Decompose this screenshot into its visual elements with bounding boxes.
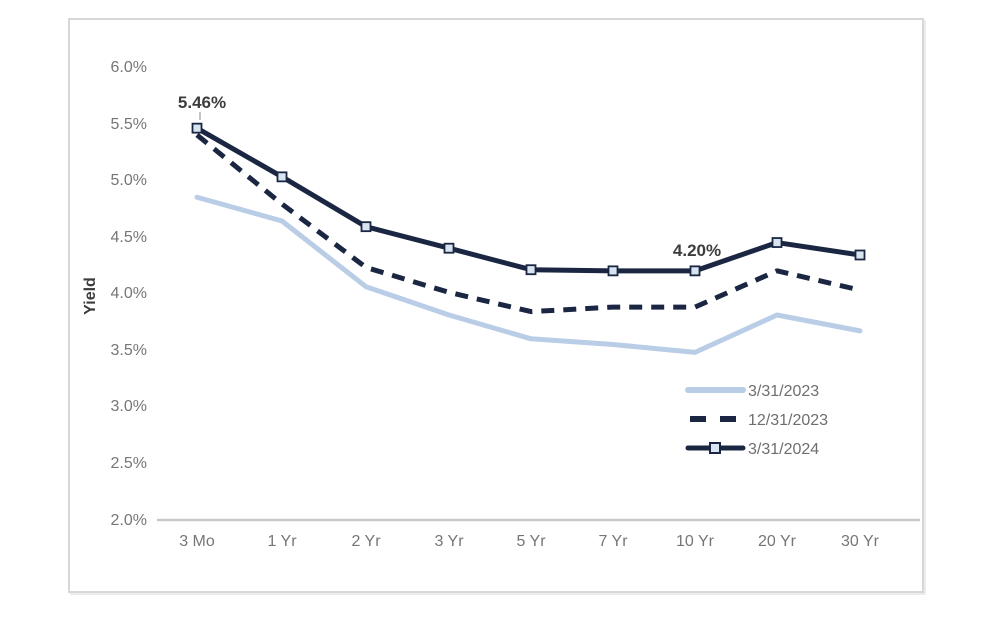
y-axis-title: Yield: [82, 277, 99, 315]
x-tick-label: 30 Yr: [841, 533, 880, 550]
legend: 3/31/2023 12/31/2023 3/31/2024: [685, 383, 828, 458]
y-tick-label: 6.0%: [111, 59, 147, 76]
data-point-marker: [443, 242, 455, 254]
x-tick-label: 2 Yr: [351, 533, 381, 550]
y-tick-label: 4.0%: [111, 285, 147, 302]
legend-label-2024: 3/31/2024: [748, 441, 819, 458]
legend-label-2023: 3/31/2023: [748, 383, 819, 400]
data-point-marker: [607, 265, 619, 277]
annotation-546: 5.46%: [178, 93, 226, 112]
x-tick-label: 20 Yr: [758, 533, 797, 550]
series-line-1: [195, 133, 861, 315]
series-layer: [191, 122, 866, 355]
x-tick-label: 1 Yr: [267, 533, 297, 550]
data-point-marker: [276, 171, 288, 183]
legend-marker-sample-2024: [709, 442, 721, 454]
y-tick-label: 4.5%: [111, 229, 147, 246]
annotation-420: 4.20%: [673, 241, 721, 260]
x-tick-label: 3 Mo: [179, 533, 215, 550]
y-tick-label: 5.0%: [111, 172, 147, 189]
data-point-marker: [191, 122, 203, 134]
data-point-marker: [689, 265, 701, 277]
data-point-marker: [525, 264, 537, 276]
data-point-marker: [771, 237, 783, 248]
data-point-marker: [854, 249, 866, 261]
legend-label-dec2023: 12/31/2023: [748, 412, 828, 429]
x-tick-label: 5 Yr: [516, 533, 546, 550]
data-point-marker: [360, 221, 372, 233]
y-tick-label: 5.5%: [111, 116, 147, 133]
series-line-2: [194, 125, 863, 274]
y-tick-label: 3.5%: [111, 342, 147, 359]
y-tick-label: 3.0%: [111, 398, 147, 415]
x-tick-label: 10 Yr: [676, 533, 715, 550]
x-tick-label: 7 Yr: [598, 533, 628, 550]
chart-frame: [68, 18, 924, 593]
x-tick-label: 3 Yr: [434, 533, 464, 550]
series-line-0: [194, 194, 863, 355]
y-tick-label: 2.0%: [111, 512, 147, 529]
y-tick-label: 2.5%: [111, 455, 147, 472]
